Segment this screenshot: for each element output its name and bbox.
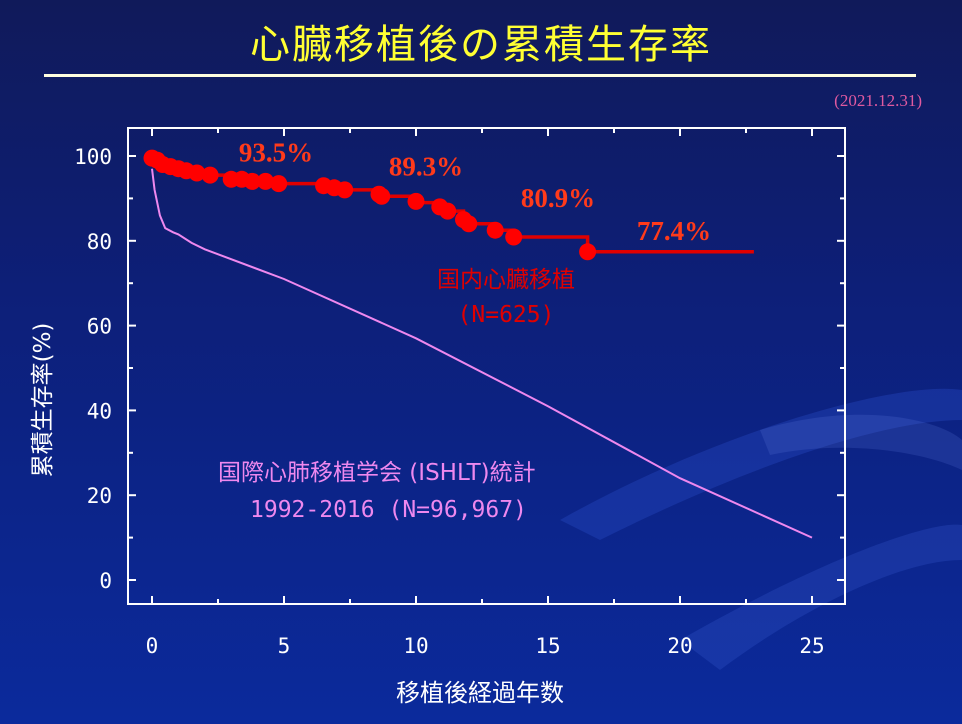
x-tick-labels: 0 5 10 15 20 25 [146, 634, 825, 658]
domestic-series-count: (N=625) [458, 302, 555, 328]
domestic-point [407, 192, 425, 210]
x-ticks [151, 128, 813, 604]
ishlt-series-range: 1992-2016 (N=96,967) [250, 497, 527, 523]
plot-frame [127, 127, 846, 605]
ishlt-survival-line [151, 168, 813, 539]
domestic-survival-points [143, 149, 597, 261]
title-underline [44, 74, 916, 77]
domestic-point [486, 221, 504, 239]
domestic-point [505, 228, 523, 246]
y-tick-labels: 0 20 40 60 80 100 [74, 145, 112, 593]
x-tick-label: 10 [403, 634, 428, 658]
x-tick-label: 15 [535, 634, 560, 658]
y-axis-label: 累積生存率(%) [30, 323, 56, 478]
date-note: (2021.12.31) [834, 91, 922, 110]
y-tick-label: 40 [87, 399, 112, 423]
domestic-series-label: 国内心臓移植 [437, 267, 575, 293]
survival-percent-label: 77.4% [637, 216, 711, 246]
y-tick-label: 80 [87, 230, 112, 254]
survival-percent-label: 89.3% [389, 151, 463, 181]
domestic-point [460, 215, 478, 233]
slide-title: 心臓移植後の累積生存率 [250, 22, 712, 68]
domestic-point [373, 187, 391, 205]
x-tick-label: 0 [146, 634, 159, 658]
survival-percent-label: 80.9% [521, 183, 595, 213]
x-tick-label: 20 [667, 634, 692, 658]
domestic-point [201, 166, 219, 184]
y-tick-label: 60 [87, 315, 112, 339]
y-tick-label: 100 [74, 145, 112, 169]
y-tick-label: 0 [99, 569, 112, 593]
ishlt-series-label: 国際心肺移植学会 (ISHLT)統計 [218, 460, 536, 486]
domestic-point [579, 243, 597, 261]
domestic-point [257, 172, 274, 190]
domestic-point [270, 175, 288, 193]
domestic-point [188, 164, 206, 182]
axes [127, 127, 846, 605]
y-ticks [128, 155, 845, 581]
survival-percent-label: 93.5% [239, 138, 313, 168]
x-tick-label: 25 [799, 634, 824, 658]
y-tick-label: 20 [87, 484, 112, 508]
x-axis-label: 移植後経過年数 [396, 679, 564, 707]
domestic-point [336, 181, 354, 199]
x-tick-label: 5 [278, 634, 291, 658]
domestic-point [243, 172, 261, 190]
survival-percent-labels: 93.5% 89.3% 80.9% 77.4% [239, 138, 711, 246]
domestic-point [439, 202, 457, 220]
